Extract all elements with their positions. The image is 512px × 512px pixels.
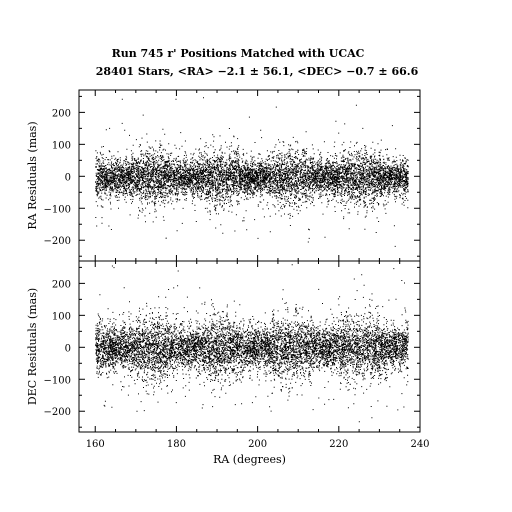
scatter-points [95, 264, 409, 423]
y-tick-label: −200 [44, 236, 71, 247]
y-axis-label: DEC Residuals (mas) [26, 288, 39, 405]
ra-residuals-panel: −200 −100 0 100 200 RA Residuals (mas) [26, 89, 421, 262]
y-tick-label: 0 [65, 172, 71, 183]
x-tick-label: 160 [86, 439, 105, 450]
chart-title-line2: 28401 Stars, <RA> −2.1 ± 56.1, <DEC> −0.… [96, 65, 419, 78]
y-tick-label: −100 [44, 204, 71, 215]
y-tick-label: 100 [52, 311, 71, 322]
y-tick-label: 200 [52, 279, 71, 290]
y-tick-label: −100 [44, 375, 71, 386]
y-tick-label: 0 [65, 343, 71, 354]
plot-frame [78, 260, 421, 433]
x-tick-label: 200 [248, 439, 267, 450]
x-axis-label: RA (degrees) [213, 453, 286, 466]
dec-residuals-panel: −200 −100 0 100 200 160 180 200 220 240 DEC Residu… [26, 260, 430, 466]
y-axis-label: RA Residuals (mas) [26, 121, 39, 229]
scatter-points [95, 97, 409, 247]
x-tick-label: 240 [410, 439, 429, 450]
y-tick-label: −200 [44, 407, 71, 418]
y-tick-label: 200 [52, 108, 71, 119]
y-tick-label: 100 [52, 140, 71, 151]
x-tick-label: 220 [329, 439, 348, 450]
x-tick-label: 180 [167, 439, 186, 450]
chart-title-line1: Run 745 r' Positions Matched with UCAC [112, 47, 365, 60]
